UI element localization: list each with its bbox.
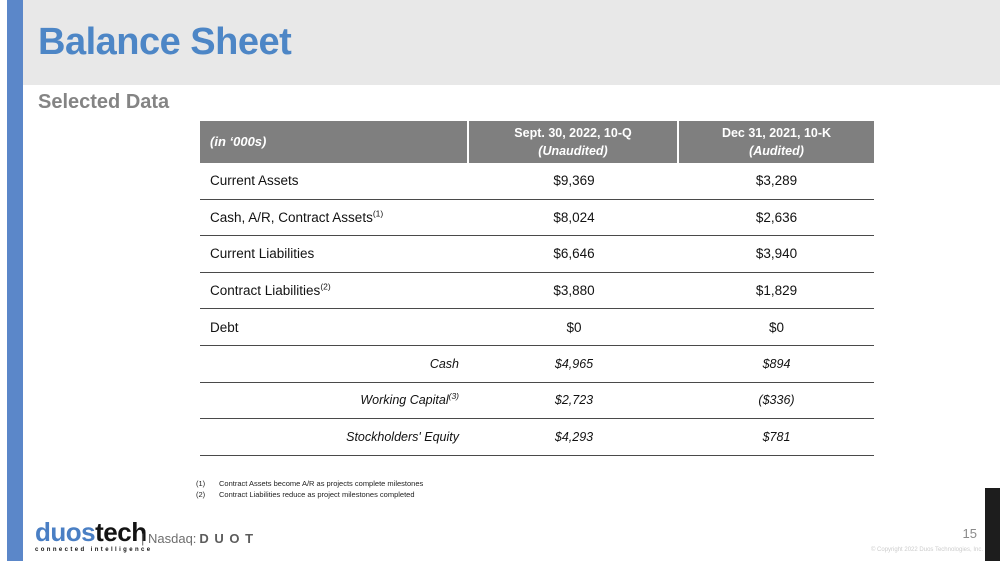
logo-tagline: connected intelligence (35, 547, 153, 554)
duostech-logo: duostech connected intelligence (35, 517, 153, 554)
row-value-2021: $3,940 (755, 246, 798, 262)
row-label: Contract Liabilities(2) (210, 281, 331, 299)
logo-wordmark: duostech (35, 517, 152, 547)
header-fy-2021-audit-status: (Audited) (749, 144, 804, 158)
row-value-2022: $3,880 (553, 283, 595, 299)
row-value-2022: $9,369 (553, 173, 595, 189)
table-header-row: (in ‘000s) Sept. 30, 2022, 10-Q (Unaudit… (200, 121, 874, 163)
row-value-2021: $781 (762, 429, 791, 444)
footnote-number: (1) (196, 479, 206, 488)
row-label: Debt (210, 319, 239, 335)
header-fy-2021-date: Dec 31, 2021, 10-K (721, 125, 832, 140)
balance-sheet-table: (in ‘000s) Sept. 30, 2022, 10-Q (Unaudit… (200, 121, 874, 456)
footnote-1: (1) Contract Assets become A/R as projec… (196, 478, 423, 489)
row-label: Current Assets (210, 173, 299, 189)
bottom-right-accent-bar (985, 488, 1000, 561)
row-value-2021: $1,829 (755, 283, 798, 299)
footnote-2: (2) Contract Liabilities reduce as proje… (196, 489, 423, 500)
title-band (23, 0, 1000, 85)
row-label: Cash, A/R, Contract Assets(1) (210, 208, 384, 225)
header-q3-2022-date: Sept. 30, 2022, 10-Q (514, 125, 632, 140)
row-value-2021: $0 (768, 319, 785, 335)
table-row: Working Capital(3) $2,723 ($336) (200, 383, 874, 420)
table-row: Contract Liabilities(2) $3,880 $1,829 (200, 273, 874, 310)
row-value-2021: $894 (762, 356, 791, 371)
footnotes: (1) Contract Assets become A/R as projec… (196, 478, 423, 501)
row-value-2022: $6,646 (553, 246, 595, 262)
logo-tech-text: tech (95, 517, 147, 547)
ticker-prefix: | Nasdaq: (141, 531, 197, 546)
table-header-fy-2021: Dec 31, 2021, 10-K (Audited) (679, 121, 874, 163)
footnote-text: Contract Assets become A/R as projects c… (219, 479, 424, 488)
table-row: Current Liabilities $6,646 $3,940 (200, 236, 874, 273)
row-value-2022: $4,293 (554, 429, 594, 444)
footnote-text: Contract Liabilities reduce as project m… (219, 490, 415, 500)
row-label: Current Liabilities (210, 246, 315, 262)
row-label: Stockholders' Equity (346, 429, 459, 444)
row-label: Working Capital(3) (360, 391, 459, 408)
nasdaq-ticker: | Nasdaq: D U O T (141, 531, 254, 546)
row-value-2021: $2,636 (755, 209, 798, 225)
table-row: Debt $0 $0 (200, 309, 874, 346)
table-row: Cash, A/R, Contract Assets(1) $8,024 $2,… (200, 200, 874, 237)
row-value-2022: $4,965 (554, 356, 594, 371)
page-number: 15 (962, 526, 977, 541)
row-value-2022: $0 (566, 319, 582, 335)
row-value-2022: $8,024 (553, 209, 595, 225)
table-row: Cash $4,965 $894 (200, 346, 874, 383)
row-value-2021: ($336) (758, 393, 795, 408)
table-row: Current Assets $9,369 $3,289 (200, 163, 874, 200)
left-accent-bar (7, 0, 23, 561)
copyright-notice: © Copyright 2022 Duos Technologies, Inc. (870, 547, 983, 553)
table-header-units: (in ‘000s) (200, 121, 467, 163)
row-value-2021: $3,289 (755, 173, 798, 189)
row-value-2022: $2,723 (554, 393, 594, 408)
logo-duos-text: duos (35, 517, 96, 547)
footnote-number: (2) (196, 490, 206, 500)
ticker-symbol: D U O T (199, 531, 255, 546)
header-q3-2022-audit-status: (Unaudited) (538, 144, 608, 158)
table-header-q3-2022: Sept. 30, 2022, 10-Q (Unaudited) (469, 121, 677, 163)
section-subtitle: Selected Data (38, 91, 170, 113)
table-row: Stockholders' Equity $4,293 $781 (200, 419, 874, 456)
row-label: Cash (429, 356, 459, 371)
page-title: Balance Sheet (38, 21, 292, 63)
